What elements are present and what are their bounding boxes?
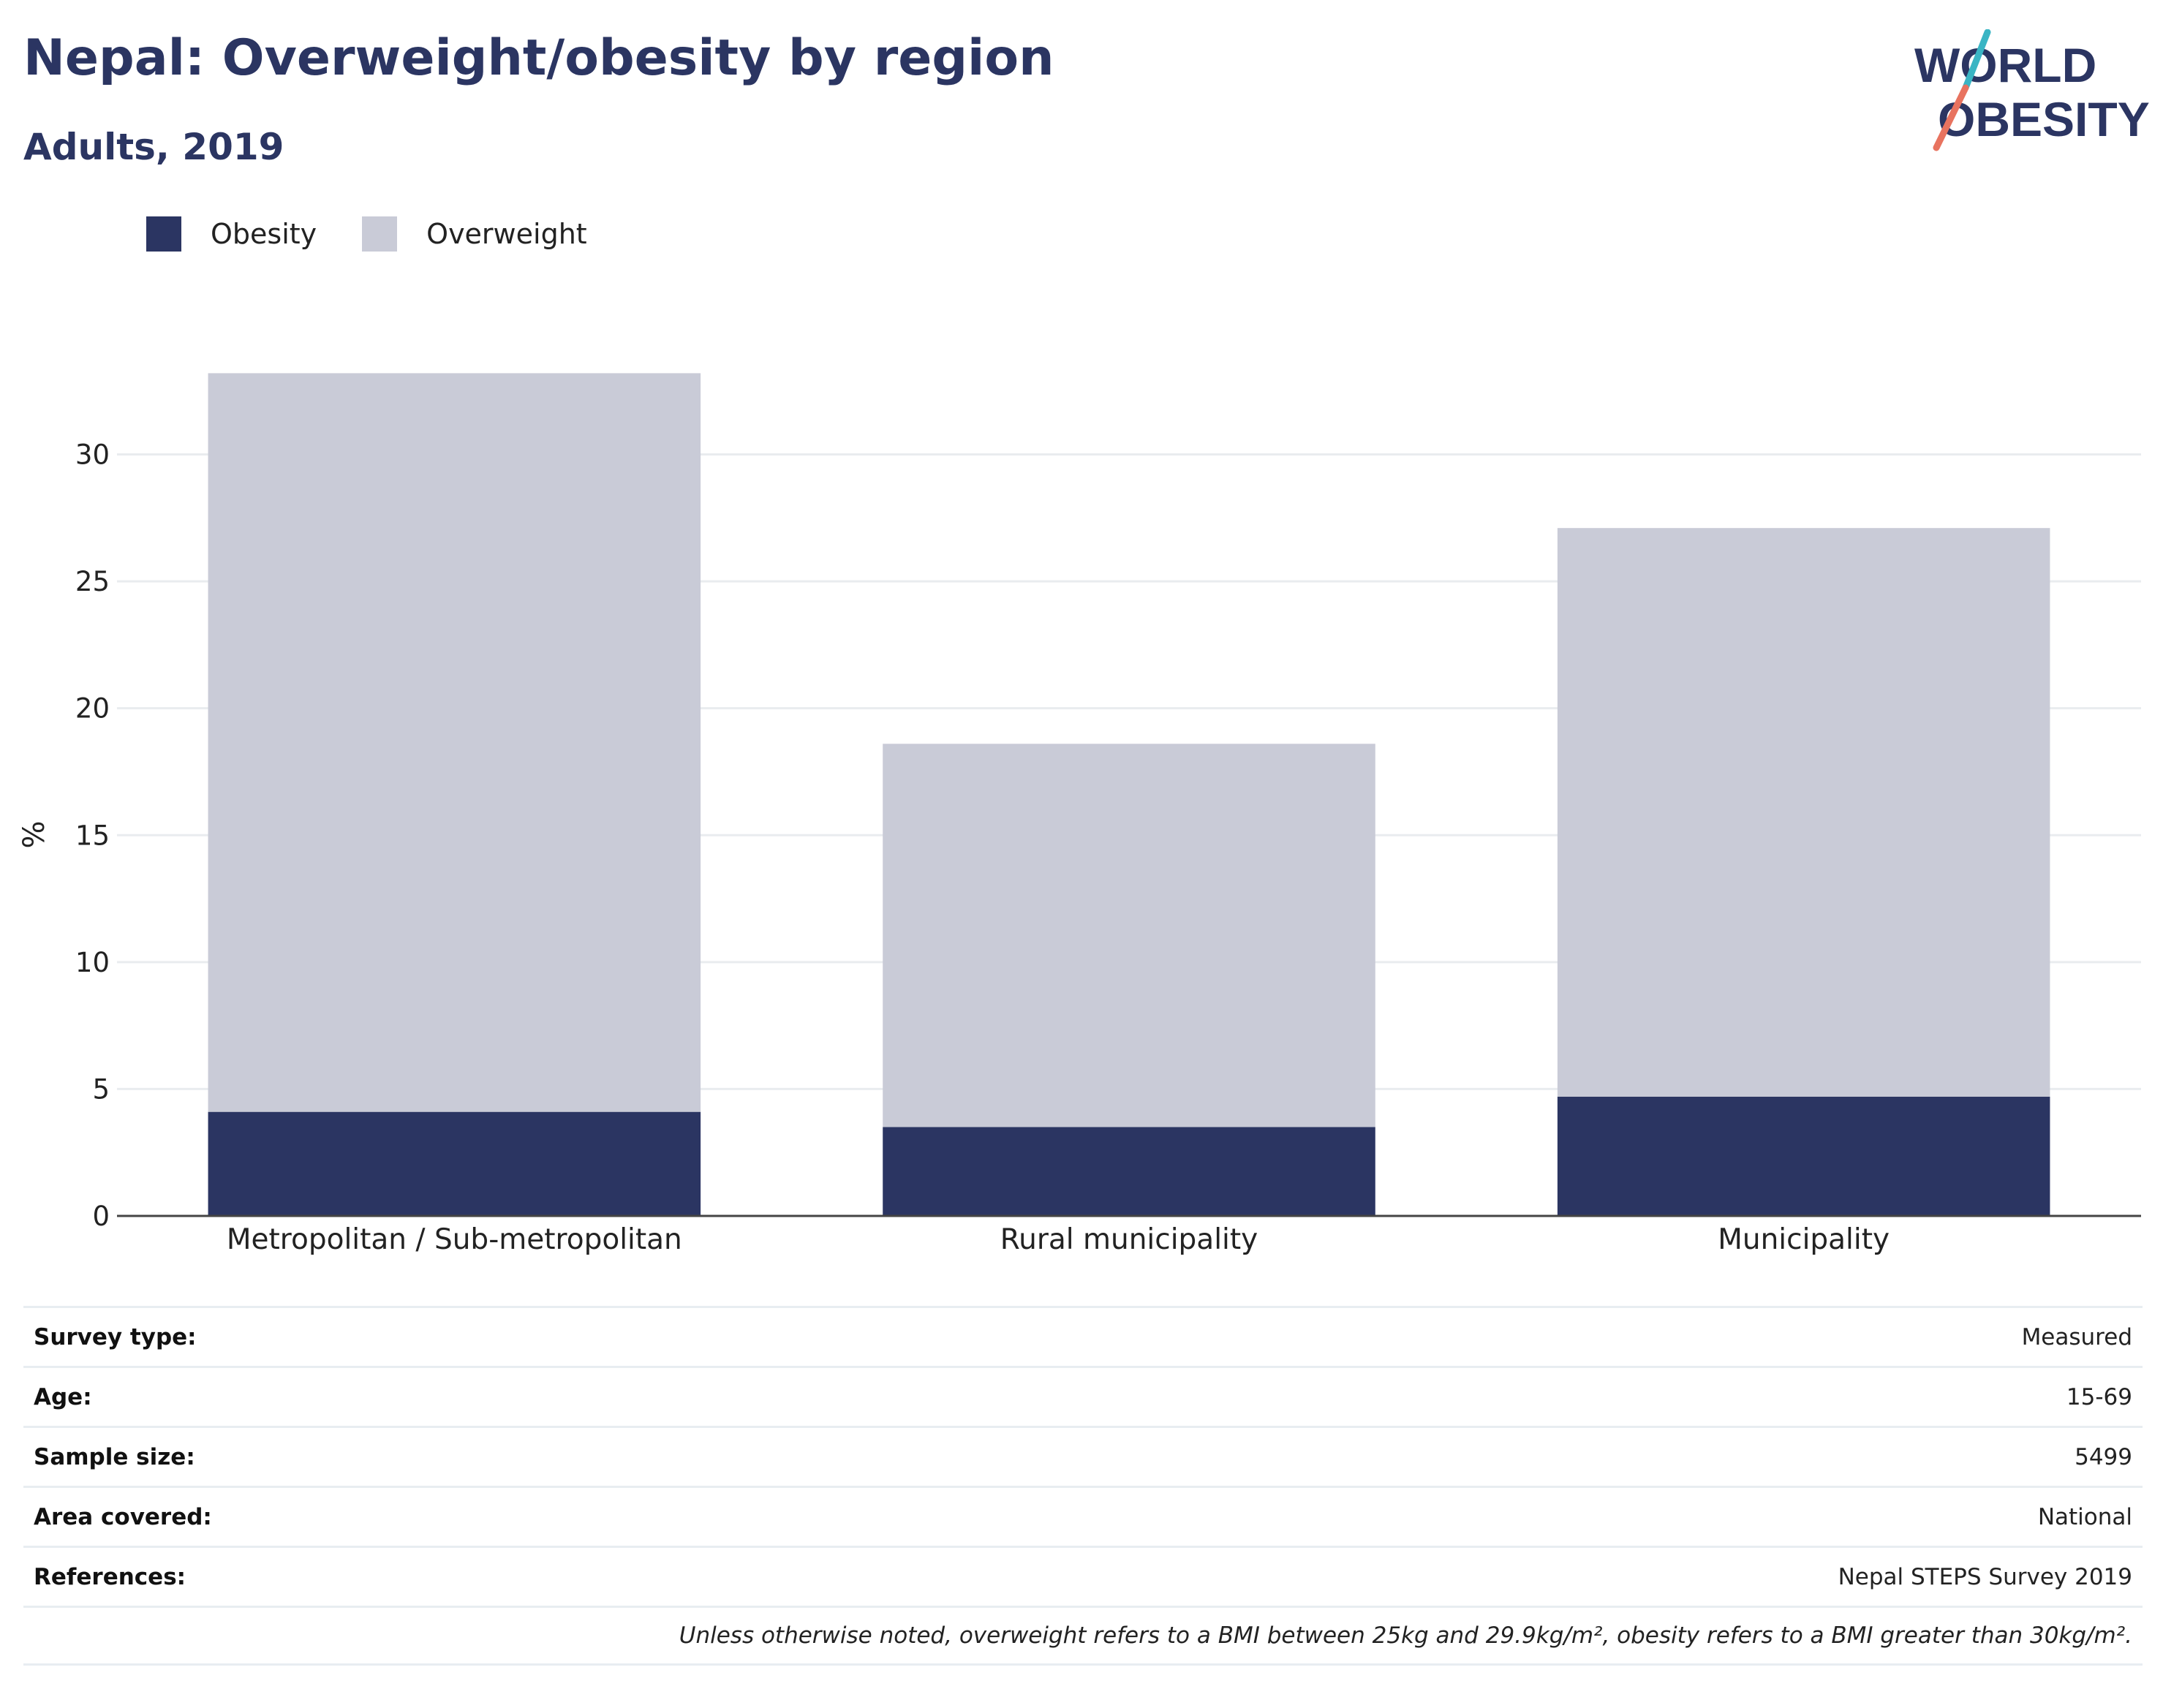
info-row-survey-type: Survey type: Measured [23, 1306, 2143, 1366]
y-tick-label: 0 [92, 1201, 110, 1232]
info-value: Measured [2021, 1323, 2132, 1350]
y-tick-label: 20 [75, 693, 110, 725]
logo-line1: WORLD [1914, 38, 2096, 92]
y-tick-label: 25 [75, 566, 110, 597]
bar-obesity-1 [883, 1127, 1375, 1216]
info-row-sample-size: Sample size: 5499 [23, 1426, 2143, 1486]
chart-title: Nepal: Overweight/obesity by region [23, 29, 1054, 87]
logo-line2: OBESITY [1938, 92, 2150, 146]
footnote: Unless otherwise noted, overweight refer… [23, 1606, 2143, 1666]
y-tick-label: 15 [75, 820, 110, 851]
info-row-area-covered: Area covered: National [23, 1486, 2143, 1546]
legend-item-obesity[interactable]: Obesity [146, 216, 317, 252]
info-row-references: References: Nepal STEPS Survey 2019 [23, 1546, 2143, 1606]
info-label: Sample size: [34, 1443, 195, 1470]
info-label: Age: [34, 1383, 92, 1410]
legend-item-overweight[interactable]: Overweight [362, 216, 587, 252]
info-value: 15-69 [2066, 1383, 2132, 1410]
info-value: Nepal STEPS Survey 2019 [1838, 1563, 2132, 1590]
legend-label-overweight: Overweight [426, 218, 587, 250]
info-label: Survey type: [34, 1323, 197, 1350]
y-axis-label: % [18, 820, 51, 848]
world-obesity-logo: WORLD OBESITY [1914, 29, 2150, 151]
x-tick-label: Metropolitan / Sub-metropolitan [227, 1223, 682, 1256]
info-label: References: [34, 1563, 186, 1590]
stacked-bar-chart: 0 5 10 15 20 25 30% Metropolitan / Sub-metropol… [18, 373, 2141, 1256]
bar-obesity-0 [208, 1111, 701, 1216]
survey-info-table: Survey type: Measured Age: 15-69 Sample … [23, 1306, 2143, 1666]
chart-subtitle: Adults, 2019 [23, 126, 284, 168]
x-tick-label: Rural municipality [1000, 1223, 1258, 1256]
legend: Obesity Overweight [146, 216, 633, 252]
logo-teal-slash [1962, 29, 1991, 91]
info-value: 5499 [2075, 1443, 2132, 1470]
bar-overweight-0 [208, 373, 701, 1112]
logo-coral-slash [1933, 84, 1969, 151]
y-tick-label: 10 [75, 947, 110, 978]
info-value: National [2037, 1503, 2132, 1530]
bar-overweight-2 [1557, 528, 2050, 1097]
bar-overweight-1 [883, 744, 1375, 1127]
info-label: Area covered: [34, 1503, 212, 1530]
info-row-age: Age: 15-69 [23, 1366, 2143, 1426]
bar-obesity-2 [1557, 1096, 2050, 1216]
legend-swatch-overweight [362, 216, 398, 252]
legend-swatch-obesity [146, 216, 181, 252]
legend-label-obesity: Obesity [211, 218, 317, 250]
y-tick-label: 30 [75, 439, 110, 471]
y-tick-label: 5 [92, 1073, 110, 1105]
x-tick-label: Municipality [1718, 1223, 1890, 1256]
